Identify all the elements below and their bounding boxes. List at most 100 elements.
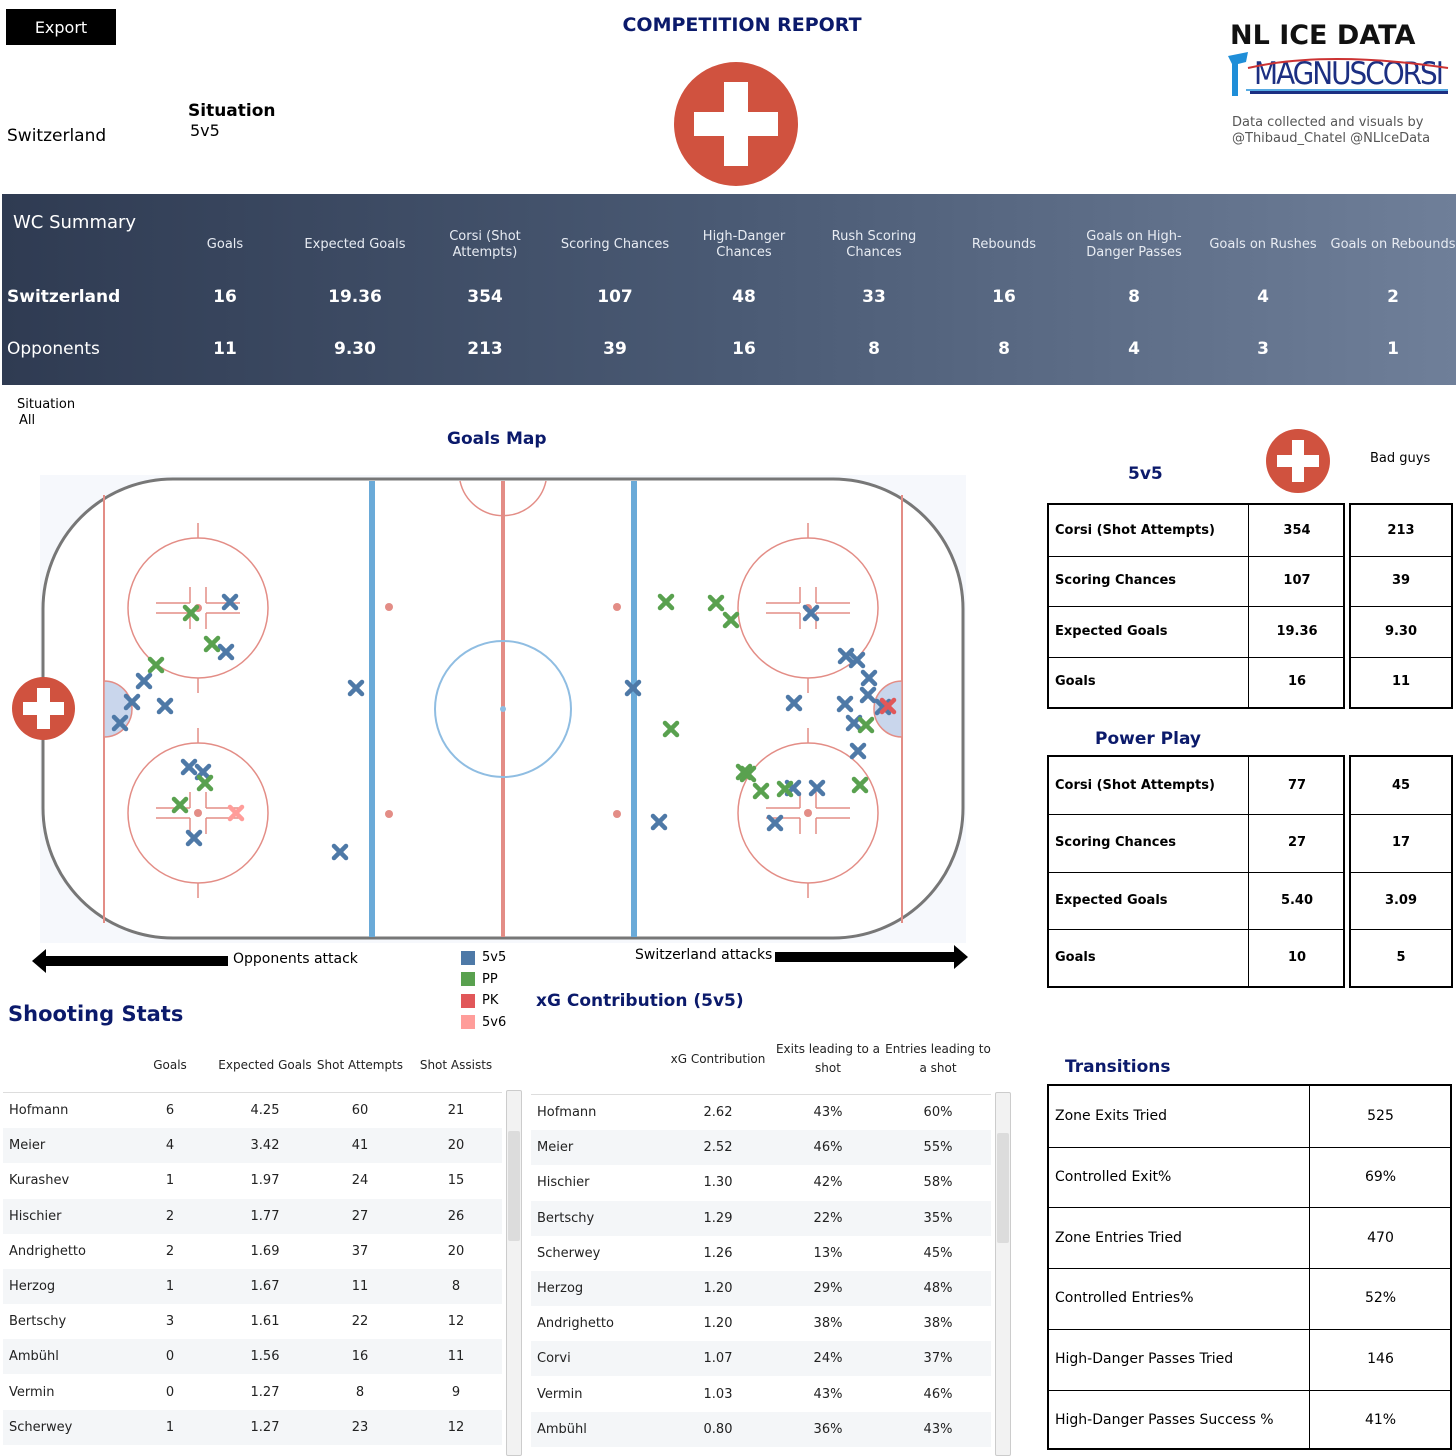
table-column-header[interactable]: Shot Attempts xyxy=(316,1058,404,1072)
table-row[interactable]: Kurashev 1 1.97 24 15 xyxy=(3,1163,502,1198)
legend-item: PP xyxy=(461,969,506,991)
goal-marker xyxy=(857,716,875,734)
table-row[interactable]: Ambühl 0.80 36% 43% xyxy=(531,1411,991,1447)
summary-title: WC Summary xyxy=(13,212,137,233)
five-v-five-table: Corsi (Shot Attempts) 354 Scoring Chances 1… xyxy=(1047,503,1345,709)
legend-item: 5v6 xyxy=(461,1012,506,1034)
table-row[interactable]: Herzog 1.20 29% 48% xyxy=(531,1271,991,1306)
stat-label: Expected Goals xyxy=(1055,892,1168,908)
stat-row: Goals 10 xyxy=(1049,929,1345,986)
player-name: Scherwey xyxy=(537,1245,601,1261)
table-column-header[interactable]: Shot Assists xyxy=(419,1058,493,1072)
stat-value-theirs: 3.09 xyxy=(1384,892,1418,908)
table-cell: 2.62 xyxy=(703,1105,733,1120)
table-cell: 11 xyxy=(351,1279,369,1294)
summary-value: 19.36 xyxy=(328,287,382,307)
table-column-header[interactable]: xG Contribution xyxy=(670,1052,766,1066)
table-cell: 13% xyxy=(813,1245,843,1261)
map-situation-value[interactable]: All xyxy=(19,413,36,428)
situation-label: Situation xyxy=(188,101,276,121)
table-cell: 15 xyxy=(447,1173,465,1189)
summary-value: 8 xyxy=(1128,287,1140,307)
goal-marker xyxy=(171,796,189,814)
player-name: Hofmann xyxy=(9,1103,69,1118)
row-divider xyxy=(1049,1389,1450,1391)
table-cell: 1.29 xyxy=(703,1210,733,1226)
table-cell: 8 xyxy=(355,1384,365,1400)
goal-marker xyxy=(808,779,826,797)
table-row[interactable]: Andrighetto 1.20 38% 38% xyxy=(531,1306,991,1341)
scrollbar-thumb[interactable] xyxy=(997,1133,1009,1243)
table-cell: 37 xyxy=(351,1243,369,1259)
table-row[interactable]: Corvi 1.07 24% 37% xyxy=(531,1341,991,1377)
table-row[interactable]: Bertschy 1.29 22% 35% xyxy=(531,1200,991,1236)
table-cell: 1.97 xyxy=(250,1173,280,1189)
goal-marker xyxy=(217,643,235,661)
table-row[interactable]: Hischier 2 1.77 27 26 xyxy=(3,1198,502,1234)
goal-marker xyxy=(135,672,153,690)
goal-marker xyxy=(752,782,770,800)
table-column-header[interactable]: Goals xyxy=(153,1058,187,1072)
legend-label: PK xyxy=(482,993,499,1009)
row-divider xyxy=(1049,1268,1450,1270)
table-row[interactable]: Ambühl 0 1.56 16 11 xyxy=(3,1339,502,1375)
row-divider xyxy=(1049,928,1343,930)
brand-credit: Data collected and visuals by @Thibaud_C… xyxy=(1232,115,1431,146)
row-divider xyxy=(1049,606,1343,607)
switzerland-attacks-label: Switzerland attacks xyxy=(635,947,773,963)
table-scrollbar[interactable] xyxy=(995,1092,1011,1456)
goal-marker xyxy=(624,679,642,697)
table-scrollbar[interactable] xyxy=(506,1090,522,1456)
table-row[interactable]: Scherwey 1.26 13% 45% xyxy=(531,1236,991,1271)
table-row[interactable]: Meier 2.52 46% 55% xyxy=(531,1130,991,1166)
table-column-header[interactable]: Exits leading to a shot xyxy=(775,1042,881,1075)
table-cell: 3 xyxy=(165,1314,175,1330)
situation-value[interactable]: 5v5 xyxy=(190,121,220,140)
table-cell: 1.03 xyxy=(703,1386,733,1402)
table-cell: 48% xyxy=(923,1281,953,1296)
player-name: Ambühl xyxy=(9,1349,59,1365)
export-button[interactable]: Export xyxy=(6,9,116,45)
table-row[interactable]: Hofmann 6 4.25 60 21 xyxy=(3,1093,502,1128)
table-row[interactable]: Hischier 1.30 42% 58% xyxy=(531,1165,991,1200)
table-row[interactable]: Vermin 0 1.27 8 9 xyxy=(3,1375,502,1410)
table-column-header[interactable]: Expected Goals xyxy=(218,1058,312,1072)
table-row[interactable]: Bertschy 3 1.61 22 12 xyxy=(3,1304,502,1339)
transition-value: 525 xyxy=(1367,1108,1394,1125)
table-cell: 37% xyxy=(923,1351,953,1367)
table-row[interactable]: Scherwey 1 1.27 23 12 xyxy=(3,1409,502,1445)
stat-value-ours: 16 xyxy=(1287,674,1307,690)
row-divider xyxy=(1351,814,1451,816)
table-cell: 11 xyxy=(447,1349,465,1365)
transition-value: 69% xyxy=(1364,1169,1397,1186)
player-name: Vermin xyxy=(9,1384,55,1400)
stat-label: Corsi (Shot Attempts) xyxy=(1055,778,1215,794)
table-row[interactable]: Meier 4 3.42 41 20 xyxy=(3,1128,502,1164)
row-divider xyxy=(1049,871,1343,873)
table-cell: 6 xyxy=(165,1103,175,1118)
shooting-stats-title: Shooting Stats xyxy=(8,1002,184,1026)
summary-value: 354 xyxy=(467,287,503,307)
goal-marker xyxy=(776,780,794,798)
goal-marker xyxy=(182,604,200,622)
stat-value-ours: 19.36 xyxy=(1276,623,1318,639)
stat-row-opponent: 39 xyxy=(1351,556,1451,607)
table-row[interactable]: Hofmann 2.62 43% 60% xyxy=(531,1095,991,1130)
table-row[interactable]: Andrighetto 2 1.69 37 20 xyxy=(3,1234,502,1269)
scrollbar-thumb[interactable] xyxy=(508,1131,520,1241)
table-row[interactable]: Vermin 1.03 43% 46% xyxy=(531,1377,991,1412)
goal-marker xyxy=(196,774,214,792)
table-column-header[interactable]: Entries leading to a shot xyxy=(885,1042,991,1075)
stat-value-theirs: 5 xyxy=(1396,950,1406,966)
goal-marker xyxy=(851,776,869,794)
table-row[interactable]: Herzog 1 1.67 11 8 xyxy=(3,1269,502,1304)
table-cell: 1.61 xyxy=(250,1314,280,1330)
goal-marker xyxy=(879,697,897,715)
stat-row-opponent: 213 xyxy=(1351,505,1451,556)
stat-row-opponent: 3.09 xyxy=(1351,872,1451,929)
brand-line1: NL ICE DATA xyxy=(1230,20,1415,51)
stat-row: Scoring Chances 107 xyxy=(1049,556,1345,607)
row-divider xyxy=(1049,814,1343,816)
stat-value-ours: 77 xyxy=(1287,778,1307,794)
stat-value-ours: 107 xyxy=(1283,573,1311,589)
